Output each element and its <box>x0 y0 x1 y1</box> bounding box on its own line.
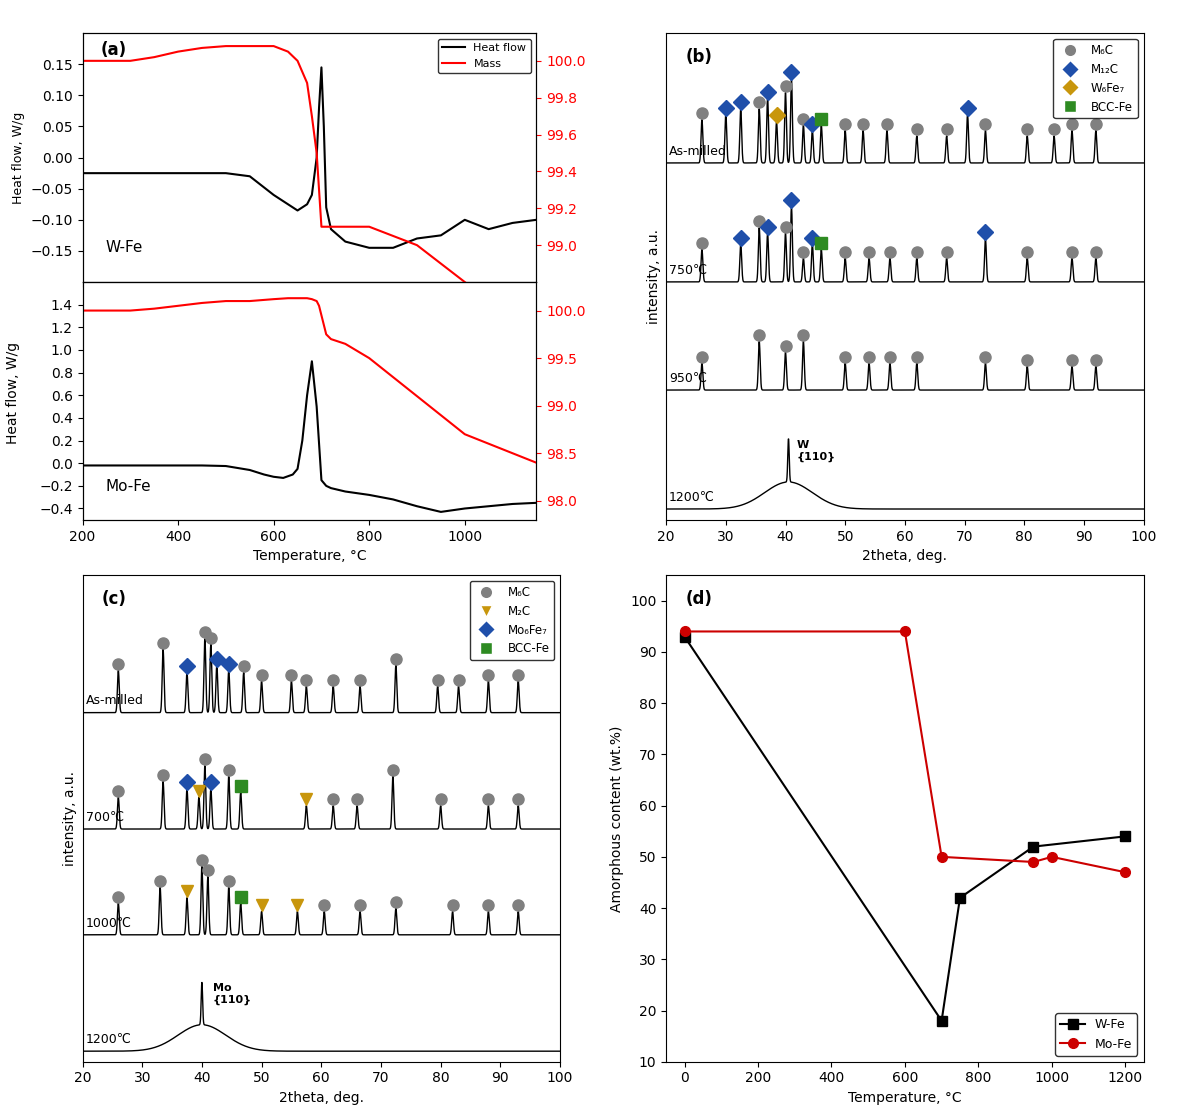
Line: W-Fe: W-Fe <box>679 632 1131 1025</box>
Mo-Fe <box>935 851 949 864</box>
W-Fe <box>1027 839 1041 853</box>
Mo-Fe <box>1045 851 1059 864</box>
X-axis label: 2theta, deg.: 2theta, deg. <box>278 1091 364 1105</box>
Text: As-milled: As-milled <box>670 145 727 157</box>
Text: W
{110}: W {110} <box>796 440 836 461</box>
Text: 1200℃: 1200℃ <box>86 1033 131 1046</box>
Text: 950℃: 950℃ <box>670 372 707 385</box>
Text: 1200℃: 1200℃ <box>670 491 714 503</box>
W-Fe <box>678 630 692 644</box>
X-axis label: 2theta, deg.: 2theta, deg. <box>862 549 948 563</box>
Y-axis label: intensity, a.u.: intensity, a.u. <box>62 771 77 866</box>
Mo-Fe <box>1027 855 1041 868</box>
X-axis label: Temperature, °C: Temperature, °C <box>848 1091 962 1105</box>
W-Fe <box>935 1014 949 1027</box>
Y-axis label: intensity, a.u.: intensity, a.u. <box>646 229 660 324</box>
Text: As-milled: As-milled <box>86 695 144 708</box>
W-Fe <box>1118 830 1132 843</box>
Legend: M₆C, M₁₂C, W₆Fe₇, BCC-Fe: M₆C, M₁₂C, W₆Fe₇, BCC-Fe <box>1053 39 1138 118</box>
Line: Mo-Fe: Mo-Fe <box>679 627 1131 877</box>
Legend: Heat flow, Mass: Heat flow, Mass <box>437 39 531 73</box>
Text: (d): (d) <box>685 589 712 607</box>
Y-axis label: Heat flow, W/g: Heat flow, W/g <box>12 112 25 204</box>
Y-axis label: Amorphous content (wt.%): Amorphous content (wt.%) <box>611 726 625 911</box>
Text: Mo
{110}: Mo {110} <box>212 983 252 1004</box>
Text: (c): (c) <box>101 589 126 607</box>
W-Fe <box>953 891 967 905</box>
Mo-Fe <box>898 625 913 638</box>
Text: Heat flow, W/g: Heat flow, W/g <box>6 342 20 444</box>
Text: 1000℃: 1000℃ <box>86 917 131 929</box>
Text: (a): (a) <box>100 41 127 59</box>
Text: (b): (b) <box>685 48 712 65</box>
Text: W-Fe: W-Fe <box>105 240 143 255</box>
Text: 700℃: 700℃ <box>86 811 124 824</box>
X-axis label: Temperature, °C: Temperature, °C <box>252 549 367 563</box>
Text: 750℃: 750℃ <box>670 263 707 276</box>
Legend: M₆C, M₂C, Mo₆Fe₇, BCC-Fe: M₆C, M₂C, Mo₆Fe₇, BCC-Fe <box>469 581 554 660</box>
Mo-Fe <box>1118 866 1132 879</box>
Mo-Fe <box>678 625 692 638</box>
Text: Mo-Fe: Mo-Fe <box>105 479 151 494</box>
Legend: W-Fe, Mo-Fe: W-Fe, Mo-Fe <box>1055 1013 1138 1055</box>
